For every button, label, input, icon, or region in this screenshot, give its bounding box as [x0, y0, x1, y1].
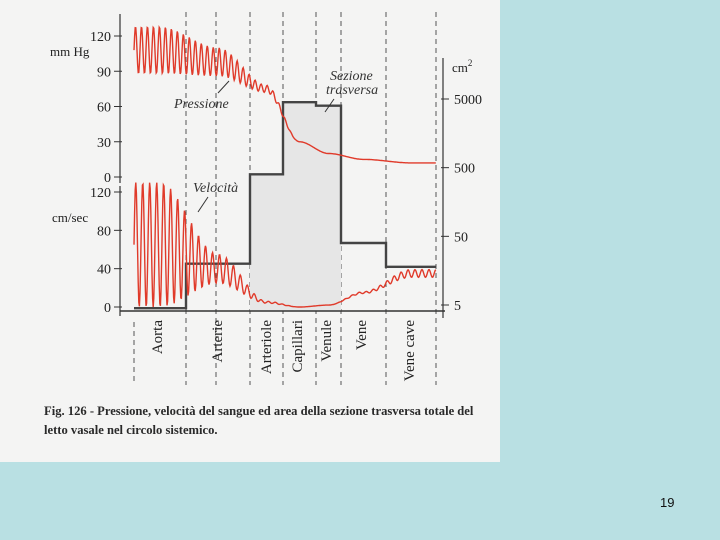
cross-section-layer [134, 100, 436, 312]
area-unit-label: cm2 [452, 58, 472, 75]
figure-page: 120 90 60 30 0 120 80 40 0 5000 500 50 5 mm Hg cm/se… [0, 0, 500, 462]
pressure-annotation: Pressione [173, 97, 229, 112]
area-bar-vene-cave [386, 267, 436, 311]
figure-caption: Fig. 126 - Pressione, velocità del sangu… [44, 404, 474, 437]
area-tick-label: 50 [454, 230, 468, 245]
area-bar-vene [341, 243, 386, 311]
velocity-annotation: Velocità [193, 181, 238, 196]
area-bar-venule [316, 105, 341, 312]
pressure-tick-label: 90 [97, 65, 111, 80]
velocity-tick-label: 0 [104, 301, 111, 316]
page-number: 19 [660, 495, 675, 510]
area-bar-arteriole [250, 174, 283, 311]
pressure-unit-label: mm Hg [50, 44, 90, 59]
region-label-arterie: Arterie [210, 320, 226, 363]
pressure-tick-label: 30 [97, 136, 111, 151]
velocity-layer [133, 182, 437, 308]
velocity-tick-label: 80 [97, 224, 111, 239]
region-label-vene: Vene [354, 320, 370, 350]
region-label-arteriole: Arteriole [259, 320, 275, 374]
pressure-arrow [217, 80, 230, 94]
area-bar-capillari [283, 102, 316, 311]
pressure-tick-label: 0 [104, 171, 111, 186]
velocity-arrow [197, 196, 209, 213]
area-arrow [324, 98, 335, 113]
pressure-tick-label: 120 [90, 30, 111, 45]
region-label-aorta: Aorta [150, 320, 166, 354]
region-label-capillari: Capillari [290, 320, 306, 373]
pressure-tick-label: 60 [97, 101, 111, 116]
area-tick-label: 5 [454, 299, 461, 314]
velocity-unit-label: cm/sec [52, 210, 88, 225]
velocity-tick-label: 40 [97, 263, 111, 278]
velocity-tick-label: 120 [90, 186, 111, 201]
region-labels: Aorta Arterie Arteriole Capillari Venule Vene… [150, 320, 418, 382]
region-label-vene-cave: Vene cave [402, 320, 418, 382]
area-tick-label: 500 [454, 162, 475, 177]
region-dividers [133, 12, 437, 385]
area-annotation-line1: Sezione [330, 69, 373, 84]
area-tick-label: 5000 [454, 93, 482, 108]
velocity-curve [133, 182, 437, 308]
pressure-layer [133, 25, 436, 164]
pressure-curve [133, 25, 436, 164]
region-label-venule: Venule [319, 320, 335, 362]
area-annotation-line2: trasversa [326, 83, 378, 98]
